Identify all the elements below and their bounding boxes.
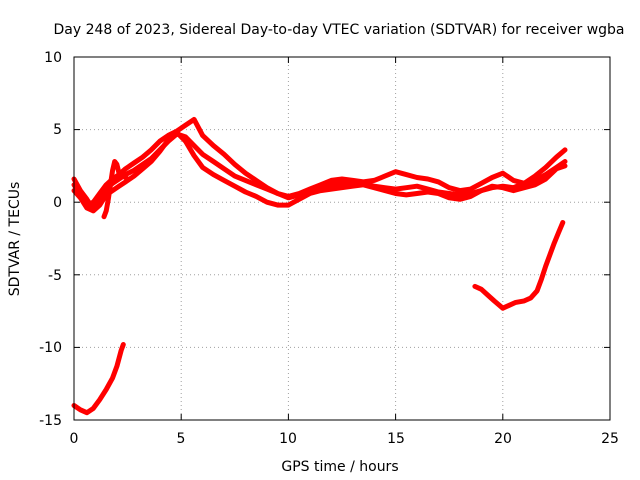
x-tick-label-15: 15 [387,431,405,447]
plot-series [71,116,568,416]
series-evening-dip [472,220,566,311]
gridlines [74,57,610,420]
x-tick-label-0: 0 [70,431,79,447]
x-tick-label-10: 10 [279,431,297,447]
chart-title: Day 248 of 2023, Sidereal Day-to-day VTE… [53,22,624,38]
x-axis-label: GPS time / hours [281,459,398,475]
y-tick-label-minus-5: -5 [48,268,62,284]
y-tick-label-0: 0 [53,195,62,211]
y-tick-label-5: 5 [53,122,62,138]
plot-frame [73,56,611,421]
y-tick-label-minus-10: -10 [39,340,62,356]
series-trace-b [71,130,568,214]
axis-ticks [73,56,611,421]
series-morning-dip [71,342,126,416]
x-tick-label-5: 5 [177,431,186,447]
series-trace-c [71,116,568,208]
y-tick-label-minus-15: -15 [39,413,62,429]
series-trace-a [71,131,568,212]
x-tick-label-20: 20 [494,431,512,447]
y-axis-label: SDTVAR / TECUs [7,182,23,297]
y-tick-label-10: 10 [44,50,62,66]
x-tick-label-25: 25 [601,431,619,447]
series-trace-d [101,159,131,220]
